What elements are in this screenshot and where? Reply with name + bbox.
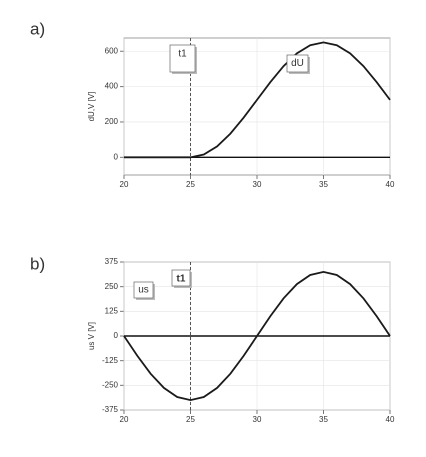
panel-label: a) xyxy=(30,19,45,38)
panel-label: b) xyxy=(30,254,45,273)
x-tick-label: 20 xyxy=(120,180,129,189)
x-tick-label: 25 xyxy=(186,415,195,424)
x-tick-label: 35 xyxy=(319,415,328,424)
marker-label-box xyxy=(169,44,196,73)
legend-label: dU xyxy=(291,58,304,69)
y-tick-label: -375 xyxy=(102,405,119,414)
x-tick-label: 30 xyxy=(253,180,262,189)
marker-label: t1 xyxy=(178,49,187,60)
y-tick-label: 125 xyxy=(105,306,119,315)
marker-label-box xyxy=(171,269,191,287)
y-tick-label: 200 xyxy=(105,117,119,126)
x-tick-label: 25 xyxy=(186,180,195,189)
y-tick-label: 0 xyxy=(114,152,119,161)
y-tick-label: 0 xyxy=(114,331,119,340)
x-tick-label: 30 xyxy=(253,415,262,424)
series-line xyxy=(123,270,391,402)
x-tick-label: 35 xyxy=(319,180,328,189)
x-tick-label: 20 xyxy=(120,415,129,424)
y-tick-label: 400 xyxy=(105,82,119,91)
legend-label: us xyxy=(138,285,149,296)
y-tick-label: 600 xyxy=(105,46,119,55)
x-tick-label: 40 xyxy=(386,415,395,424)
marker-label: t1 xyxy=(177,274,186,285)
y-axis-label: dU,V [V] xyxy=(87,92,96,122)
y-tick-label: -125 xyxy=(102,356,119,365)
y-tick-label: 250 xyxy=(105,282,119,291)
y-tick-label: 375 xyxy=(105,257,119,266)
y-tick-label: -250 xyxy=(102,380,119,389)
legend-box xyxy=(133,281,154,299)
x-tick-label: 40 xyxy=(386,180,395,189)
y-axis-label: us V [V] xyxy=(87,322,96,350)
series-line xyxy=(124,41,391,159)
legend-box xyxy=(286,54,309,73)
